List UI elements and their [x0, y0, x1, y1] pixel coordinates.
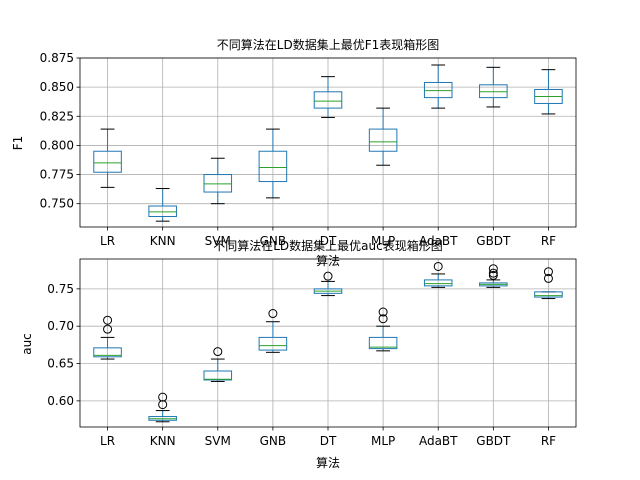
auc-outlier-adabt: [433, 261, 443, 271]
f1-iqr-box-gnb: [258, 150, 288, 183]
auc-box-knn: [148, 392, 177, 423]
auc-box-gnb: [258, 309, 288, 353]
auc-outlier-lr: [103, 324, 113, 334]
f1-y-tick-label: 0.825: [40, 109, 74, 123]
f1-box-rf: [534, 69, 563, 115]
f1-y-tick-label: 0.750: [40, 197, 74, 211]
auc-outlier-rf: [543, 273, 553, 283]
f1-box-mlp: [368, 107, 398, 166]
f1-x-tick-label-lr: LR: [100, 234, 115, 248]
auc-outlier-mlp: [378, 314, 388, 324]
auc-x-axis-label: 算法: [316, 455, 340, 470]
auc-iqr-box-adabt: [423, 279, 453, 287]
auc-y-tick-label: 0.70: [47, 319, 74, 333]
auc-axes-frame: [79, 258, 577, 428]
f1-iqr-box-adabt: [423, 81, 453, 99]
auc-x-tick-label-knn: KNN: [150, 434, 176, 448]
f1-ticks: 0.750 0.775 0.800 0.825 0.850 0.875 LR KNN SVM GN…: [40, 51, 557, 248]
f1-iqr-box-lr: [93, 150, 122, 173]
auc-iqr-box-mlp: [368, 336, 398, 350]
auc-iqr-box-svm: [203, 370, 233, 381]
auc-outlier-gbdt: [488, 264, 498, 274]
auc-x-tick-label-svm: SVM: [205, 434, 231, 448]
auc-box-gbdt: [479, 264, 508, 288]
f1-x-tick-label-gbdt: GBDT: [476, 234, 511, 248]
auc-outlier-knn: [158, 400, 168, 410]
auc-x-tick-label-rf: RF: [541, 434, 556, 448]
auc-outlier-svm: [213, 347, 223, 357]
f1-boxes: [93, 64, 563, 222]
auc-outlier-mlp: [378, 307, 388, 317]
f1-y-tick-label: 0.800: [40, 138, 74, 152]
f1-x-tick-label-dt: DT: [320, 234, 337, 248]
auc-x-tick-label-mlp: MLP: [371, 434, 395, 448]
auc-boxplot-axes: 不同算法在LD数据集上最优auc表现箱形图 auc 算法 0.60 0.65 0.7…: [20, 238, 577, 470]
auc-iqr-box-lr: [93, 347, 122, 358]
f1-x-tick-label-svm: SVM: [205, 234, 231, 248]
auc-outlier-rf: [543, 267, 553, 277]
f1-x-tick-label-knn: KNN: [150, 234, 176, 248]
f1-x-tick-label-mlp: MLP: [371, 234, 395, 248]
f1-x-tick-label-rf: RF: [541, 234, 556, 248]
f1-y-tick-label: 0.875: [40, 51, 74, 65]
f1-box-gnb: [258, 128, 288, 199]
f1-iqr-box-dt: [313, 91, 343, 109]
f1-iqr-box-svm: [203, 174, 233, 193]
auc-outlier-gnb: [268, 309, 278, 319]
auc-outlier-dt: [323, 271, 333, 281]
auc-iqr-box-rf: [534, 291, 563, 298]
f1-box-knn: [148, 188, 177, 222]
auc-y-tick-label: 0.75: [47, 282, 74, 296]
f1-box-gbdt: [479, 66, 508, 108]
auc-box-svm: [203, 347, 233, 382]
auc-y-axis-label: auc: [20, 333, 34, 355]
auc-box-lr: [93, 315, 122, 360]
auc-box-rf: [534, 267, 563, 300]
auc-box-dt: [313, 271, 343, 297]
f1-x-tick-label-adabt: AdaBT: [419, 234, 458, 248]
f1-chart-title: 不同算法在LD数据集上最优F1表现箱形图: [217, 37, 439, 52]
f1-y-tick-label: 0.850: [40, 80, 74, 94]
auc-iqr-box-gnb: [258, 336, 288, 351]
auc-x-tick-label-adabt: AdaBT: [419, 434, 458, 448]
auc-y-tick-label: 0.60: [47, 394, 74, 408]
f1-boxplot-axes: 不同算法在LD数据集上最优F1表现箱形图 F1 算法 0.7500.7750.8…: [11, 37, 577, 268]
auc-y-tick-label: 0.65: [47, 357, 74, 371]
f1-y-tick-label: 0.775: [40, 168, 74, 182]
f1-x-tick-label-gnb: GNB: [260, 234, 287, 248]
auc-box-mlp: [368, 307, 398, 352]
auc-outlier-knn: [158, 392, 168, 402]
f1-axes-frame: [79, 57, 577, 228]
auc-boxes: [93, 261, 563, 423]
f1-box-adabt: [423, 64, 453, 109]
auc-x-tick-label-gbdt: GBDT: [476, 434, 511, 448]
f1-box-svm: [203, 157, 233, 205]
auc-outlier-lr: [103, 315, 113, 325]
auc-x-tick-label-gnb: GNB: [260, 434, 287, 448]
auc-ticks: 0.60 0.65 0.70 0.75 LR KNN SVM GNB DT MLP AdaBT GBD…: [47, 282, 556, 448]
auc-x-tick-label-lr: LR: [100, 434, 115, 448]
f1-box-lr: [93, 128, 122, 188]
f1-iqr-box-gbdt: [479, 84, 508, 99]
auc-box-adabt: [423, 261, 453, 288]
f1-box-dt: [313, 76, 343, 118]
auc-chart-title: 不同算法在LD数据集上最优auc表现箱形图: [213, 238, 442, 253]
f1-iqr-box-mlp: [368, 128, 398, 152]
auc-outlier-gbdt: [488, 270, 498, 280]
f1-iqr-box-knn: [148, 205, 177, 218]
auc-x-tick-label-dt: DT: [320, 434, 337, 448]
auc-outlier-gbdt: [488, 268, 498, 278]
f1-y-axis-label: F1: [11, 136, 25, 151]
